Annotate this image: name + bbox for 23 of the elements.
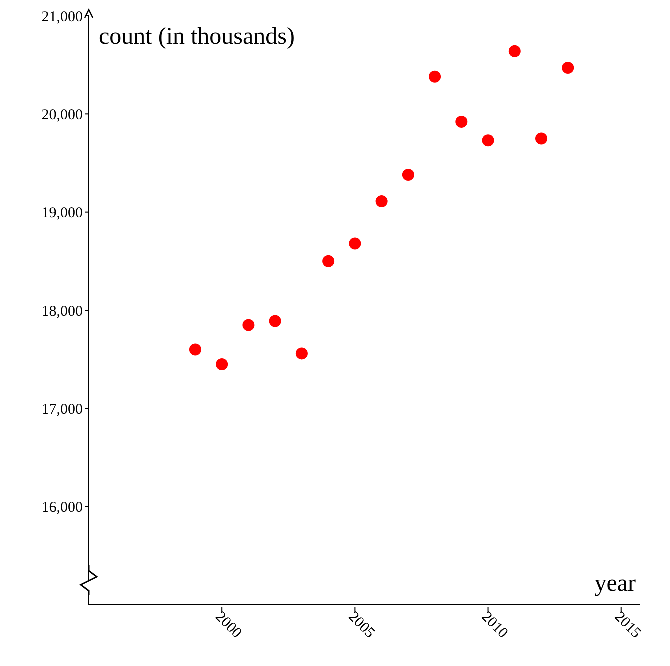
y-tick-label: 16,000 bbox=[42, 500, 83, 516]
y-tick-label: 19,000 bbox=[42, 206, 83, 222]
point bbox=[269, 315, 282, 328]
point bbox=[402, 169, 414, 182]
y-tick-label: 17,000 bbox=[42, 402, 83, 418]
point bbox=[242, 319, 255, 332]
x-axis-title: year bbox=[594, 571, 636, 598]
point bbox=[322, 255, 335, 268]
point bbox=[429, 70, 442, 83]
point bbox=[508, 45, 521, 58]
point bbox=[376, 196, 388, 208]
point bbox=[296, 348, 308, 360]
y-tick-label: 21,000 bbox=[42, 9, 83, 26]
y-axis-title: count (in thousands) bbox=[99, 24, 295, 51]
point bbox=[456, 116, 468, 128]
y-tick-label: 20,000 bbox=[42, 107, 83, 124]
point bbox=[216, 358, 228, 370]
point bbox=[536, 132, 548, 145]
point bbox=[189, 344, 202, 356]
point bbox=[349, 238, 362, 250]
point bbox=[562, 62, 574, 74]
y-tick-label: 18,000 bbox=[42, 304, 83, 320]
point bbox=[482, 134, 494, 147]
